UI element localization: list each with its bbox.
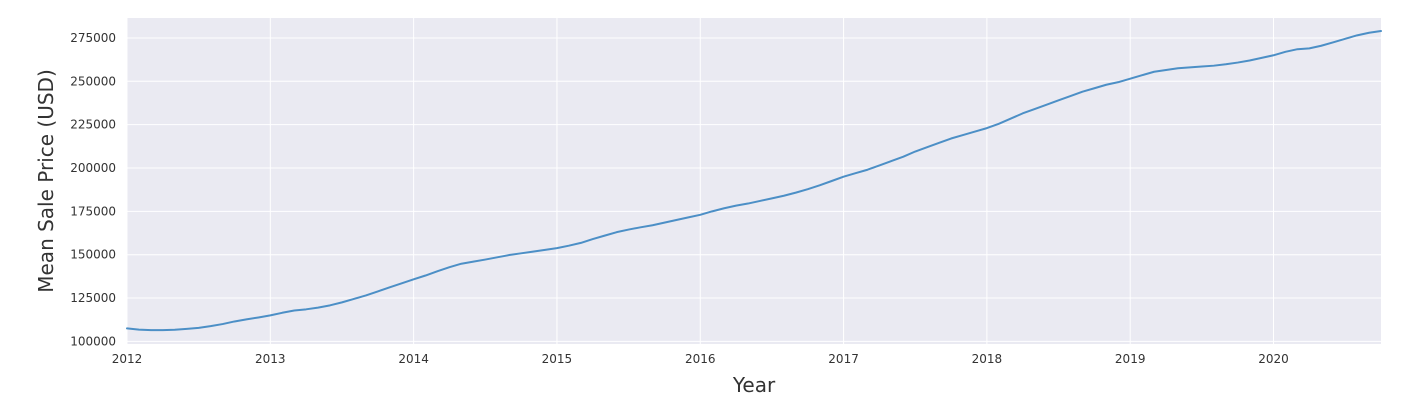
x-tick-label: 2018 — [972, 352, 1003, 366]
x-tick-label: 2014 — [398, 352, 429, 366]
x-axis-label: Year — [732, 373, 776, 397]
x-tick-label: 2012 — [112, 352, 143, 366]
x-tick-label: 2016 — [685, 352, 716, 366]
x-tick-label: 2020 — [1258, 352, 1289, 366]
y-tick-label: 275000 — [70, 31, 116, 45]
y-tick-label: 150000 — [70, 248, 116, 262]
x-tick-label: 2013 — [255, 352, 286, 366]
y-tick-label: 175000 — [70, 204, 116, 218]
y-tick-label: 225000 — [70, 118, 116, 132]
plot-background — [127, 18, 1381, 344]
y-tick-label: 250000 — [70, 74, 116, 88]
x-tick-label: 2015 — [542, 352, 573, 366]
y-tick-label: 125000 — [70, 291, 116, 305]
x-tick-labels: 2012 2013 2014 2015 2016 2017 2018 2019 2020 — [112, 352, 1289, 366]
grid-lines — [126, 18, 1381, 344]
y-axis-label: Mean Sale Price (USD) — [34, 69, 58, 293]
y-tick-label: 100000 — [70, 334, 116, 348]
y-tick-labels: 100000 125000 150000 175000 200000 225000 2500… — [70, 31, 116, 348]
y-tick-label: 200000 — [70, 161, 116, 175]
x-tick-label: 2019 — [1115, 352, 1146, 366]
series-line — [126, 30, 1382, 332]
x-tick-label: 2017 — [828, 352, 859, 366]
